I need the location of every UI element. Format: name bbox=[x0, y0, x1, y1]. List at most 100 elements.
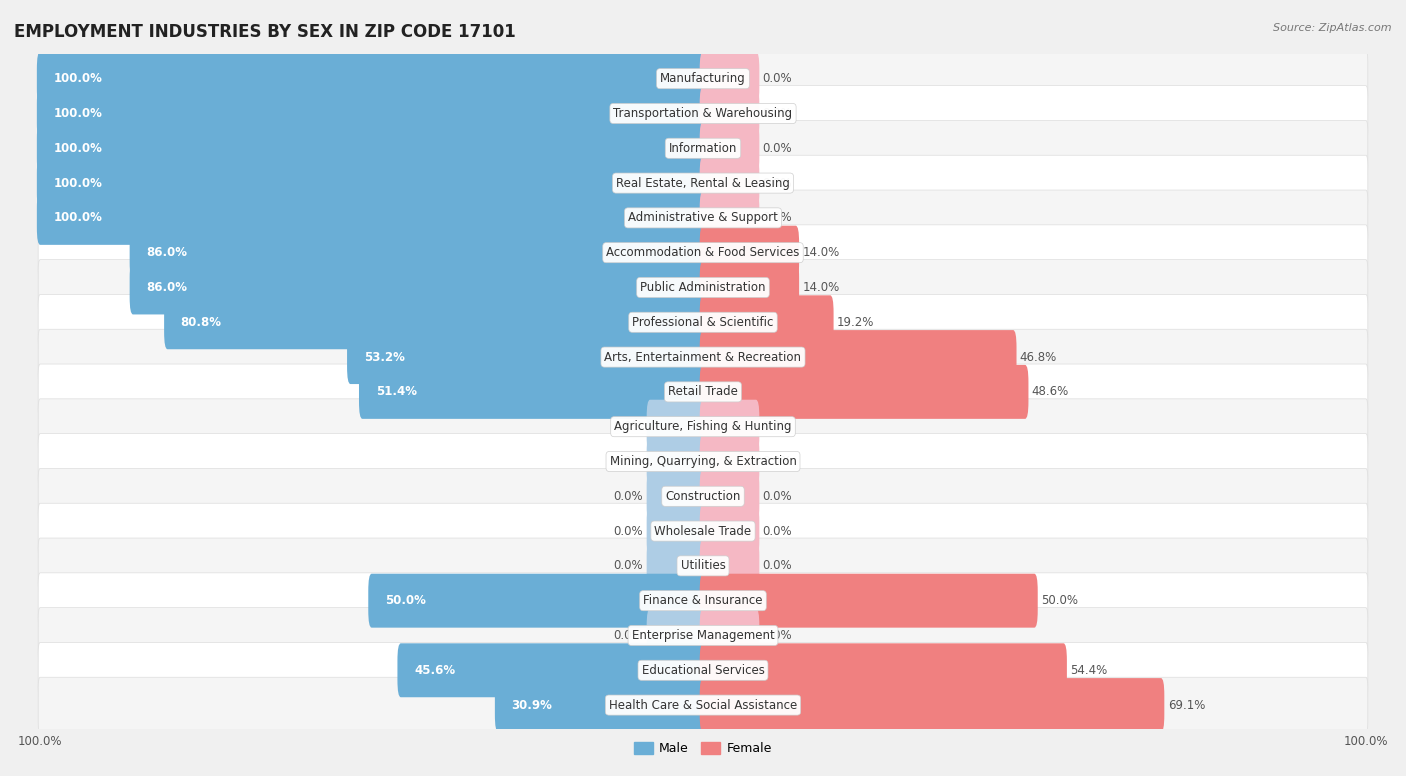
Text: 46.8%: 46.8% bbox=[1019, 351, 1057, 364]
Text: 0.0%: 0.0% bbox=[762, 211, 792, 224]
FancyBboxPatch shape bbox=[700, 539, 759, 593]
FancyBboxPatch shape bbox=[647, 504, 706, 558]
FancyBboxPatch shape bbox=[38, 85, 1368, 141]
FancyBboxPatch shape bbox=[700, 330, 1017, 384]
FancyBboxPatch shape bbox=[700, 435, 759, 488]
Text: 0.0%: 0.0% bbox=[762, 525, 792, 538]
FancyBboxPatch shape bbox=[700, 86, 759, 140]
FancyBboxPatch shape bbox=[38, 364, 1368, 420]
FancyBboxPatch shape bbox=[38, 504, 1368, 559]
Text: 51.4%: 51.4% bbox=[375, 386, 416, 398]
FancyBboxPatch shape bbox=[700, 678, 1164, 732]
Text: Information: Information bbox=[669, 142, 737, 154]
Text: 50.0%: 50.0% bbox=[385, 594, 426, 607]
Text: 100.0%: 100.0% bbox=[53, 72, 103, 85]
FancyBboxPatch shape bbox=[38, 190, 1368, 246]
Text: Manufacturing: Manufacturing bbox=[661, 72, 745, 85]
Text: 0.0%: 0.0% bbox=[614, 455, 644, 468]
FancyBboxPatch shape bbox=[38, 608, 1368, 663]
Text: 45.6%: 45.6% bbox=[413, 663, 456, 677]
FancyBboxPatch shape bbox=[647, 435, 706, 488]
Text: 86.0%: 86.0% bbox=[146, 281, 187, 294]
FancyBboxPatch shape bbox=[647, 400, 706, 454]
Text: 0.0%: 0.0% bbox=[614, 490, 644, 503]
Text: Utilities: Utilities bbox=[681, 559, 725, 573]
Text: Administrative & Support: Administrative & Support bbox=[628, 211, 778, 224]
Text: Public Administration: Public Administration bbox=[640, 281, 766, 294]
Text: 0.0%: 0.0% bbox=[762, 629, 792, 642]
Text: Wholesale Trade: Wholesale Trade bbox=[654, 525, 752, 538]
FancyBboxPatch shape bbox=[700, 156, 759, 210]
FancyBboxPatch shape bbox=[38, 643, 1368, 698]
Text: Professional & Scientific: Professional & Scientific bbox=[633, 316, 773, 329]
FancyBboxPatch shape bbox=[129, 261, 706, 314]
Text: Finance & Insurance: Finance & Insurance bbox=[644, 594, 762, 607]
Text: 100.0%: 100.0% bbox=[53, 142, 103, 154]
FancyBboxPatch shape bbox=[700, 573, 1038, 628]
Text: 100.0%: 100.0% bbox=[53, 177, 103, 189]
Text: Retail Trade: Retail Trade bbox=[668, 386, 738, 398]
FancyBboxPatch shape bbox=[37, 121, 706, 175]
Text: 0.0%: 0.0% bbox=[614, 559, 644, 573]
FancyBboxPatch shape bbox=[647, 608, 706, 663]
Text: 0.0%: 0.0% bbox=[762, 72, 792, 85]
Text: EMPLOYMENT INDUSTRIES BY SEX IN ZIP CODE 17101: EMPLOYMENT INDUSTRIES BY SEX IN ZIP CODE… bbox=[14, 23, 516, 41]
Text: 54.4%: 54.4% bbox=[1070, 663, 1108, 677]
Text: 14.0%: 14.0% bbox=[803, 281, 839, 294]
Text: Construction: Construction bbox=[665, 490, 741, 503]
FancyBboxPatch shape bbox=[38, 51, 1368, 106]
FancyBboxPatch shape bbox=[38, 155, 1368, 211]
FancyBboxPatch shape bbox=[495, 678, 706, 732]
FancyBboxPatch shape bbox=[368, 573, 706, 628]
Text: Educational Services: Educational Services bbox=[641, 663, 765, 677]
FancyBboxPatch shape bbox=[700, 296, 834, 349]
FancyBboxPatch shape bbox=[700, 400, 759, 454]
Text: Arts, Entertainment & Recreation: Arts, Entertainment & Recreation bbox=[605, 351, 801, 364]
FancyBboxPatch shape bbox=[359, 365, 706, 419]
Text: 80.8%: 80.8% bbox=[181, 316, 222, 329]
FancyBboxPatch shape bbox=[37, 52, 706, 106]
Text: 0.0%: 0.0% bbox=[762, 420, 792, 433]
FancyBboxPatch shape bbox=[38, 294, 1368, 350]
FancyBboxPatch shape bbox=[38, 573, 1368, 629]
Text: Mining, Quarrying, & Extraction: Mining, Quarrying, & Extraction bbox=[610, 455, 796, 468]
FancyBboxPatch shape bbox=[38, 538, 1368, 594]
Text: 0.0%: 0.0% bbox=[762, 177, 792, 189]
FancyBboxPatch shape bbox=[38, 329, 1368, 385]
Text: Source: ZipAtlas.com: Source: ZipAtlas.com bbox=[1274, 23, 1392, 33]
Text: 0.0%: 0.0% bbox=[762, 490, 792, 503]
FancyBboxPatch shape bbox=[700, 365, 1028, 419]
FancyBboxPatch shape bbox=[700, 121, 759, 175]
FancyBboxPatch shape bbox=[37, 156, 706, 210]
FancyBboxPatch shape bbox=[129, 226, 706, 279]
FancyBboxPatch shape bbox=[700, 226, 799, 279]
FancyBboxPatch shape bbox=[647, 539, 706, 593]
FancyBboxPatch shape bbox=[647, 469, 706, 523]
FancyBboxPatch shape bbox=[700, 191, 759, 245]
Text: 14.0%: 14.0% bbox=[803, 246, 839, 259]
Text: 0.0%: 0.0% bbox=[614, 629, 644, 642]
Text: Agriculture, Fishing & Hunting: Agriculture, Fishing & Hunting bbox=[614, 420, 792, 433]
Text: 100.0%: 100.0% bbox=[53, 211, 103, 224]
FancyBboxPatch shape bbox=[700, 52, 759, 106]
Text: Health Care & Social Assistance: Health Care & Social Assistance bbox=[609, 698, 797, 712]
Text: 0.0%: 0.0% bbox=[762, 559, 792, 573]
FancyBboxPatch shape bbox=[38, 260, 1368, 315]
Text: 0.0%: 0.0% bbox=[614, 525, 644, 538]
Text: 0.0%: 0.0% bbox=[762, 455, 792, 468]
Text: 53.2%: 53.2% bbox=[364, 351, 405, 364]
Text: 30.9%: 30.9% bbox=[512, 698, 553, 712]
FancyBboxPatch shape bbox=[700, 643, 1067, 698]
FancyBboxPatch shape bbox=[347, 330, 706, 384]
Text: Accommodation & Food Services: Accommodation & Food Services bbox=[606, 246, 800, 259]
FancyBboxPatch shape bbox=[700, 469, 759, 523]
FancyBboxPatch shape bbox=[38, 225, 1368, 280]
FancyBboxPatch shape bbox=[37, 191, 706, 245]
Legend: Male, Female: Male, Female bbox=[630, 737, 776, 760]
FancyBboxPatch shape bbox=[38, 469, 1368, 524]
Text: 19.2%: 19.2% bbox=[837, 316, 875, 329]
FancyBboxPatch shape bbox=[38, 434, 1368, 490]
Text: 100.0%: 100.0% bbox=[53, 107, 103, 120]
FancyBboxPatch shape bbox=[700, 261, 799, 314]
FancyBboxPatch shape bbox=[398, 643, 706, 698]
